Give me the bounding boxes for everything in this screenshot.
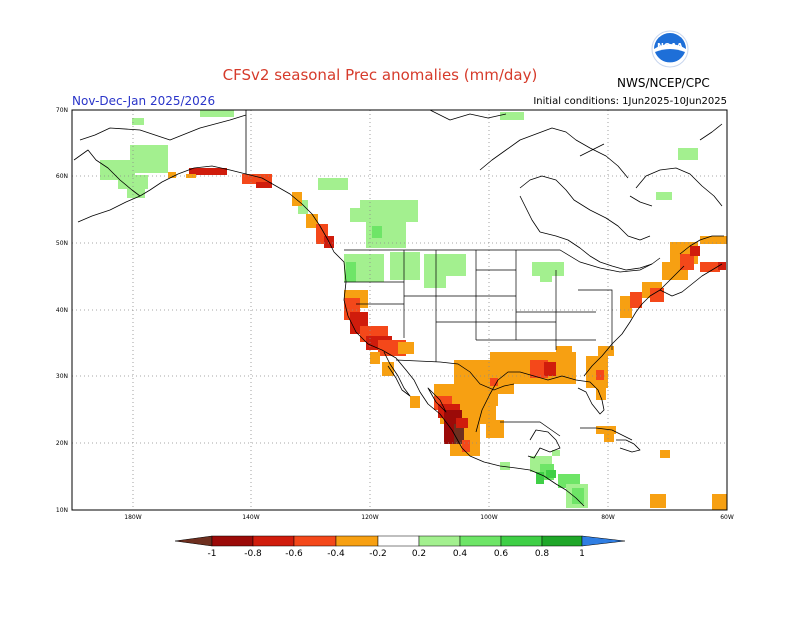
- anomaly-mexico-texas: [410, 352, 514, 456]
- anomaly-shading: [100, 110, 727, 510]
- anomaly-us-west: [344, 290, 414, 376]
- chart-title-text: CFSv2 seasonal Prec anomalies (mm/day): [222, 66, 538, 84]
- lat-label: 40N: [56, 307, 68, 314]
- anomaly-gulf-alaska: [168, 168, 272, 188]
- anomaly-canada: [298, 112, 698, 288]
- coastlines: [73, 110, 724, 507]
- lat-label: 50N: [56, 240, 68, 247]
- lon-label: 60W: [720, 514, 734, 521]
- anomaly-us-southeast: [514, 346, 614, 400]
- chart-title: CFSv2 seasonal Prec anomalies (mm/day): [0, 66, 800, 84]
- colorbar-segment-neutral: [377, 535, 420, 547]
- lon-label: 100W: [480, 514, 497, 521]
- map-frame: [71, 109, 728, 511]
- state-boundaries: [344, 249, 661, 437]
- initial-conditions: Initial conditions: 1Jun2025-10Jun2025: [533, 96, 727, 107]
- lat-label: 10N: [56, 507, 68, 514]
- colorbar-arrow-high: [581, 535, 626, 547]
- lon-label: 180W: [124, 514, 141, 521]
- colorbar-segment-p08-p1: [541, 535, 583, 547]
- noaa-logo-text: NOAA: [657, 42, 683, 51]
- gridlines: [72, 110, 727, 510]
- lon-label: 140W: [242, 514, 259, 521]
- colorbar-segment-m04-m02: [335, 535, 379, 547]
- colorbar-label: 0.2: [412, 549, 426, 559]
- colorbar-label: -0.2: [369, 549, 387, 559]
- lon-label: 120W: [361, 514, 378, 521]
- colorbar-label: 0.8: [535, 549, 550, 559]
- colorbar-label: 0.6: [494, 549, 509, 559]
- lat-label: 70N: [56, 107, 68, 114]
- anomaly-alaska: [100, 110, 234, 198]
- colorbar-segment-p06-p08: [500, 535, 543, 547]
- lat-axis: 70N 60N 50N 40N 30N 20N 10N: [56, 107, 68, 514]
- colorbar-label: 0.4: [453, 549, 468, 559]
- colorbar-segment-m06-m04: [293, 535, 337, 547]
- colorbar-segment-m08-m06: [252, 535, 295, 547]
- colorbar-label: -0.8: [244, 549, 262, 559]
- forecast-period: Nov-Dec-Jan 2025/2026: [72, 94, 216, 108]
- colorbar-segment-p04-p06: [459, 535, 502, 547]
- colorbar-arrow-low: [174, 535, 213, 547]
- lon-label: 80W: [601, 514, 615, 521]
- anomaly-canada-mid: [346, 226, 382, 282]
- lat-label: 20N: [56, 440, 68, 447]
- colorbar-segment-p02-p04: [418, 535, 461, 547]
- colorbar-label: -0.4: [327, 549, 345, 559]
- lon-axis: 180W 140W 120W 100W 80W 60W: [124, 514, 734, 521]
- colorbar-segment-m1-m08: [211, 535, 254, 547]
- anomaly-bc-coast: [292, 192, 334, 248]
- anomaly-northeast: [620, 236, 727, 318]
- agency-label: NWS/NCEP/CPC: [617, 76, 710, 90]
- noaa-logo: NOAA: [651, 30, 689, 68]
- colorbar-label: -1: [208, 549, 217, 559]
- colorbar: -1 -0.8 -0.6 -0.4 -0.2 0.2 0.4 0.6 0.8 1: [174, 535, 626, 559]
- lat-label: 60N: [56, 173, 68, 180]
- lat-label: 30N: [56, 373, 68, 380]
- colorbar-label: -0.6: [285, 549, 303, 559]
- anomaly-central-america: [500, 426, 727, 510]
- colorbar-label: 1: [579, 549, 585, 559]
